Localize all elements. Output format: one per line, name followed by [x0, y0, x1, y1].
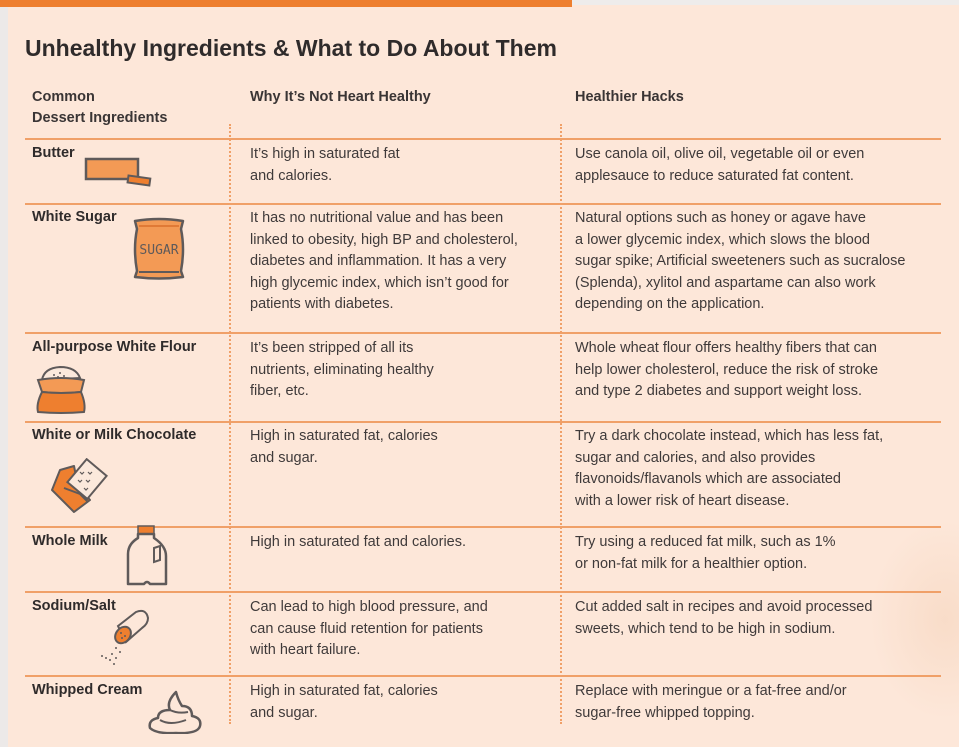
butter-icon: [84, 157, 152, 187]
ingredient-name: Whipped Cream: [32, 682, 143, 698]
row-divider: [25, 203, 941, 205]
why-cell: Can lead to high blood pressure, and can…: [250, 599, 488, 658]
why-cell: High in saturated fat, calories and suga…: [250, 428, 438, 466]
header-ingredients: Common Dessert Ingredients: [32, 87, 167, 129]
page-edge: [0, 0, 8, 747]
ingredient-name: Whole Milk: [32, 533, 108, 549]
top-edge: [572, 0, 959, 5]
row-divider: [25, 332, 941, 334]
ingredient-name: All-purpose White Flour: [32, 339, 197, 355]
why-cell: High in saturated fat, calories and suga…: [250, 683, 438, 721]
header-hacks: Healthier Hacks: [575, 89, 684, 105]
hack-cell: Try a dark chocolate instead, which has …: [575, 428, 884, 509]
hack-cell: Natural options such as honey or agave h…: [575, 210, 906, 312]
ingredient-name: White Sugar: [32, 209, 117, 225]
whipped-cream-icon: [148, 690, 202, 734]
row-divider: [25, 675, 941, 677]
header-ingredients-line2: Dessert Ingredients: [32, 110, 168, 126]
ingredient-name: Butter: [32, 145, 75, 161]
hack-cell: Try using a reduced fat milk, such as 1%…: [575, 534, 836, 572]
column-divider-2: [560, 124, 562, 724]
header-ingredients-line1: Common: [32, 89, 95, 105]
ingredient-name: White or Milk Chocolate: [32, 427, 197, 443]
accent-bar: [0, 0, 572, 7]
hack-cell: Cut added salt in recipes and avoid proc…: [575, 599, 873, 637]
row-divider: [25, 591, 941, 593]
svg-text:SUGAR: SUGAR: [139, 243, 178, 258]
why-cell: High in saturated fat and calories.: [250, 534, 467, 550]
chocolate-bar-icon: [51, 458, 108, 513]
row-divider: [25, 526, 941, 528]
background-shade: [870, 520, 959, 720]
sugar-bag-icon: SUGAR: [133, 217, 185, 280]
row-divider: [25, 421, 941, 423]
page-title: Unhealthy Ingredients & What to Do About…: [25, 35, 557, 61]
row-divider: [25, 138, 941, 140]
milk-jug-icon: [126, 525, 168, 586]
why-cell: It has no nutritional value and has been…: [250, 210, 518, 312]
why-cell: It’s been stripped of all its nutrients,…: [250, 340, 434, 399]
why-cell: It’s high in saturated fat and calories.: [250, 146, 400, 184]
column-divider-1: [229, 124, 231, 724]
header-why: Why It’s Not Heart Healthy: [250, 89, 431, 105]
salt-shaker-icon: [101, 609, 150, 665]
hack-cell: Use canola oil, olive oil, vegetable oil…: [575, 146, 865, 184]
hack-cell: Whole wheat flour offers healthy fibers …: [575, 340, 879, 399]
ingredient-name: Sodium/Salt: [32, 598, 116, 614]
flour-sack-icon: [36, 365, 86, 414]
hack-cell: Replace with meringue or a fat-free and/…: [575, 683, 847, 721]
